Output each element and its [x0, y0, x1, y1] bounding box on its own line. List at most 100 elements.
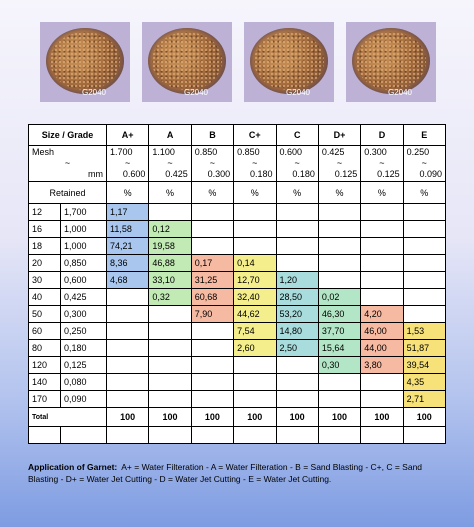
header-row: Size / Grade A+ A B C+ C D+ D E — [28, 124, 447, 146]
range-part: 1.100 — [152, 147, 175, 157]
percent-cell — [275, 237, 319, 255]
size-cell: 0,080 — [60, 373, 107, 391]
data-row: 18 1,000 74,21 19,58 — [28, 237, 447, 255]
size-cell: 60 — [28, 322, 61, 340]
percent-cell — [190, 237, 235, 255]
total-cell: 100 — [317, 407, 362, 427]
percent-cell — [148, 305, 192, 323]
percent-cell: 33,10 — [148, 271, 192, 289]
range: Mesh ~ mm — [32, 147, 103, 180]
data-row: 16 1,000 11,58 0,12 — [28, 220, 447, 238]
range-part: ~ — [125, 158, 131, 168]
mesh-cell: 0.600 ~0.180 — [275, 145, 319, 182]
range-part: 0.600 — [279, 147, 303, 157]
range: 0.250 ~0.090 — [407, 147, 442, 180]
percent-cell — [148, 373, 192, 391]
percent-cell: 37,70 — [317, 322, 362, 340]
range: 0.300 ~0.125 — [364, 147, 399, 180]
data-row: 60 0,250 7,54 14,80 37,70 46,00 1,53 — [28, 322, 447, 340]
photo: G2040 — [40, 22, 130, 102]
range-part: Mesh — [32, 147, 55, 157]
percent-cell — [233, 356, 277, 374]
percent-cell: 1,20 — [275, 271, 319, 289]
range-part: 0.125 — [377, 169, 400, 179]
size-cell: 1,000 — [60, 237, 107, 255]
percent-cell: 0,14 — [233, 254, 277, 272]
total-cell: 100 — [105, 407, 150, 427]
percent-cell: 15,64 — [317, 339, 362, 357]
blank-cell — [317, 426, 362, 444]
mesh-cell: 0.850 ~0.300 — [190, 145, 235, 182]
percent-cell — [317, 237, 362, 255]
percent-cell — [317, 203, 362, 221]
range-part: 1.700 — [110, 147, 133, 157]
percent-cell — [275, 203, 319, 221]
range-part: 0.600 — [122, 169, 146, 179]
footer-heading: Application of Garnet: — [28, 462, 118, 472]
retained-cell: % — [233, 181, 277, 204]
total-cell: Total — [28, 407, 107, 427]
mesh-cell: 1.700 ~0.600 — [105, 145, 150, 182]
percent-cell: 4,68 — [105, 271, 150, 289]
header-cell: C+ — [233, 124, 277, 146]
header-cell: D+ — [317, 124, 362, 146]
size-cell: 20 — [28, 254, 61, 272]
percent-cell — [148, 356, 192, 374]
percent-cell: 11,58 — [105, 220, 150, 238]
mesh-label: Mesh ~ mm — [28, 145, 107, 182]
percent-cell — [190, 373, 235, 391]
range: 1.100 ~0.425 — [152, 147, 187, 180]
retained-cell: % — [317, 181, 362, 204]
range-part: ~ — [252, 158, 258, 168]
percent-cell: 32,40 — [233, 288, 277, 306]
percent-cell: 0,12 — [148, 220, 192, 238]
percent-cell: 53,20 — [275, 305, 319, 323]
blank-cell — [275, 426, 319, 444]
data-row: 40 0,425 0,32 60,68 32,40 28,50 0,02 — [28, 288, 447, 306]
percent-cell: 51,87 — [402, 339, 447, 357]
size-cell: 0,250 — [60, 322, 107, 340]
photo: G2040 — [244, 22, 334, 102]
percent-cell: 44,62 — [233, 305, 277, 323]
retained-cell: % — [105, 181, 150, 204]
percent-cell — [402, 203, 447, 221]
percent-cell — [360, 237, 404, 255]
percent-cell — [148, 203, 192, 221]
range-part: 0.180 — [249, 169, 273, 179]
percent-cell — [275, 220, 319, 238]
range: 1.700 ~0.600 — [110, 147, 145, 180]
size-cell: 0,180 — [60, 339, 107, 357]
percent-cell — [360, 390, 404, 408]
size-cell: 1,000 — [60, 220, 107, 238]
range-part: 0.090 — [419, 169, 442, 179]
percent-cell — [105, 305, 150, 323]
percent-cell — [105, 390, 150, 408]
data-row: 12 1,700 1,17 — [28, 203, 447, 221]
percent-cell — [275, 356, 319, 374]
header-cell: A+ — [105, 124, 150, 146]
range-part: 0.425 — [321, 147, 345, 157]
size-cell: 0,125 — [60, 356, 107, 374]
percent-cell: 0,32 — [148, 288, 192, 306]
photo-label: G2040 — [387, 88, 412, 97]
mesh-cell: 0.250 ~0.090 — [402, 145, 447, 182]
percent-cell: 3,80 — [360, 356, 404, 374]
blank-cell — [28, 426, 61, 444]
percent-cell — [105, 339, 150, 357]
size-cell: 1,700 — [60, 203, 107, 221]
photo-label: G2040 — [183, 88, 208, 97]
header-cell: B — [190, 124, 235, 146]
size-cell: 18 — [28, 237, 61, 255]
percent-cell: 1,17 — [105, 203, 150, 221]
mesh-cell: 0.850 ~0.180 — [233, 145, 277, 182]
percent-cell: 2,50 — [275, 339, 319, 357]
percent-cell: 0,30 — [317, 356, 362, 374]
data-row: 20 0,850 8,36 46,88 0,17 0,14 — [28, 254, 447, 272]
percent-cell — [105, 322, 150, 340]
blank-cell — [402, 426, 447, 444]
size-cell: 0,425 — [60, 288, 107, 306]
percent-cell: 2,71 — [402, 390, 447, 408]
percent-cell — [190, 356, 235, 374]
blank-cell — [148, 426, 192, 444]
